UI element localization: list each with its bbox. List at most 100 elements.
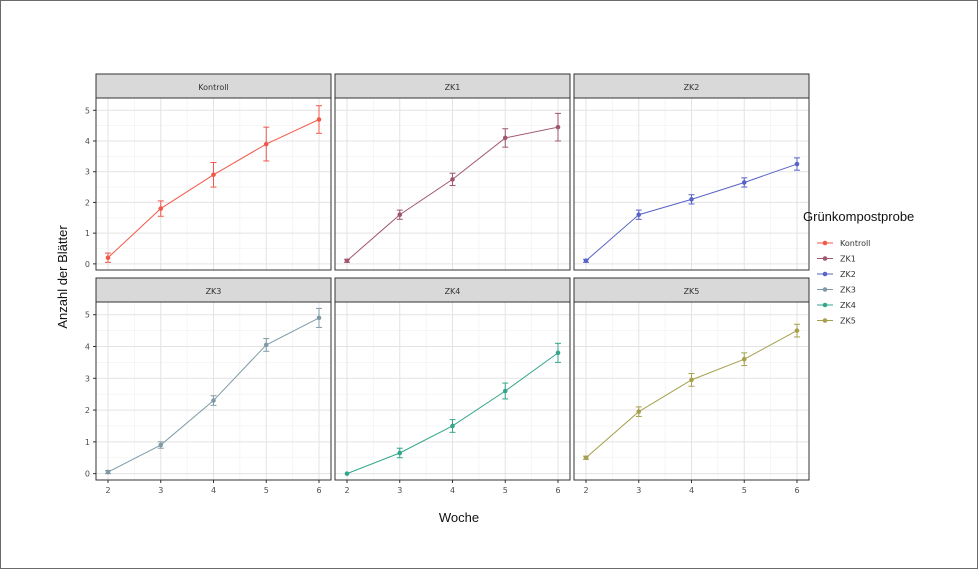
x-tick-label: 4: [211, 486, 216, 495]
facet-strip: [334, 73, 571, 99]
legend-title: Grünkompostprobe: [803, 209, 914, 224]
data-point: [316, 315, 322, 321]
y-tick-label: 4: [85, 137, 90, 146]
y-tick-label: 0: [85, 470, 90, 479]
x-tick-label: 4: [450, 486, 455, 495]
data-point: [689, 197, 694, 202]
facet-strip-label: ZK3: [206, 287, 222, 296]
facet-strip-label: ZK5: [684, 287, 700, 296]
facet-panels: Kontroll 0 1 2 3 4 5 ZK1 ZK2 ZK3 0 1 2 3 4 5 2 3 4 5 6 ZK4 2 3 4…: [85, 73, 810, 495]
data-point: [344, 258, 350, 264]
data-point: [689, 377, 694, 383]
legend-key-point: [822, 240, 828, 246]
legend-label: ZK3: [840, 286, 856, 295]
data-point: [741, 180, 747, 185]
facet-panel-zk4: ZK4 2 3 4 5 6: [334, 277, 571, 495]
data-point: [344, 471, 350, 476]
data-point: [211, 398, 216, 403]
legend-item-zk4: ZK4: [817, 301, 856, 310]
data-point: [636, 409, 642, 414]
x-tick-label: 3: [397, 486, 402, 495]
data-point: [450, 177, 455, 182]
data-point: [636, 212, 642, 218]
data-point: [794, 161, 800, 167]
data-point: [105, 255, 111, 261]
x-tick-label: 2: [344, 486, 349, 495]
legend-key-point: [822, 256, 828, 261]
legend-item-zk1: ZK1: [817, 255, 856, 264]
legend-label: ZK4: [840, 301, 856, 310]
y-tick-label: 1: [85, 229, 90, 238]
data-point: [397, 450, 403, 456]
x-tick-label: 5: [503, 486, 508, 495]
legend-key-point: [822, 271, 828, 277]
facet-strip: [573, 277, 810, 303]
y-tick-label: 5: [85, 311, 90, 320]
x-axis-title: Woche: [439, 510, 479, 525]
facet-strip-label: ZK2: [684, 83, 700, 92]
data-point: [105, 469, 111, 475]
data-point: [158, 442, 164, 448]
data-point: [158, 206, 164, 211]
x-tick-label: 2: [105, 486, 110, 495]
data-point: [502, 388, 508, 394]
y-tick-label: 2: [85, 406, 90, 415]
legend-label: ZK5: [840, 317, 856, 326]
x-tick-label: 6: [316, 486, 321, 495]
data-point: [741, 356, 747, 362]
facet-panel-zk3: ZK3 0 1 2 3 4 5 2 3 4 5 6: [85, 277, 332, 495]
legend-item-zk2: ZK2: [817, 270, 856, 279]
facet-strip: [334, 277, 571, 303]
legend-item-zk5: ZK5: [817, 317, 856, 326]
legend-item-zk3: ZK3: [817, 286, 856, 295]
facet-panel-zk2: ZK2: [573, 73, 810, 271]
y-tick-label: 1: [85, 438, 90, 447]
data-point: [555, 124, 561, 130]
data-point: [263, 141, 269, 147]
facet-strip-label: Kontroll: [198, 83, 228, 92]
x-tick-label: 6: [555, 486, 560, 495]
x-tick-label: 3: [636, 486, 641, 495]
legend-key-point: [822, 287, 828, 292]
x-tick-label: 5: [742, 486, 747, 495]
facet-strip: [573, 73, 810, 99]
data-point: [583, 455, 589, 461]
legend-label: Kontroll: [840, 239, 870, 248]
y-tick-label: 3: [85, 168, 90, 177]
y-tick-label: 0: [85, 260, 90, 269]
data-point: [450, 423, 455, 429]
facet-panel-zk1: ZK1: [334, 73, 571, 271]
data-point: [263, 342, 269, 348]
data-point: [502, 135, 508, 141]
plot-border: [573, 97, 810, 271]
data-point: [555, 350, 561, 356]
legend-key-point: [822, 318, 828, 323]
legend: Grünkompostprobe Kontroll ZK1 ZK2 ZK3 ZK4 ZK5: [803, 209, 914, 326]
x-tick-label: 6: [794, 486, 799, 495]
facet-panel-zk5: ZK5 2 3 4 5 6: [573, 277, 810, 495]
data-point: [316, 117, 322, 122]
y-tick-label: 3: [85, 374, 90, 383]
y-axis-title: Anzahl der Blätter: [55, 225, 70, 329]
plot-border: [95, 97, 332, 271]
x-tick-label: 5: [264, 486, 269, 495]
x-tick-label: 3: [158, 486, 163, 495]
data-point: [397, 212, 403, 218]
data-point: [794, 328, 800, 333]
plot-border: [334, 97, 571, 271]
data-point: [211, 172, 216, 178]
facet-strip-label: ZK4: [445, 287, 461, 296]
legend-item-kontroll: Kontroll: [817, 239, 870, 248]
x-tick-label: 2: [583, 486, 588, 495]
y-tick-label: 2: [85, 198, 90, 207]
legend-label: ZK1: [840, 255, 856, 264]
facet-panel-kontroll: Kontroll 0 1 2 3 4 5: [85, 73, 332, 271]
legend-key-point: [822, 302, 828, 308]
facet-strip: [95, 73, 332, 99]
data-point: [583, 258, 589, 264]
x-tick-label: 4: [689, 486, 694, 495]
y-tick-label: 5: [85, 106, 90, 115]
y-tick-label: 4: [85, 343, 90, 352]
facet-strip-label: ZK1: [445, 83, 461, 92]
